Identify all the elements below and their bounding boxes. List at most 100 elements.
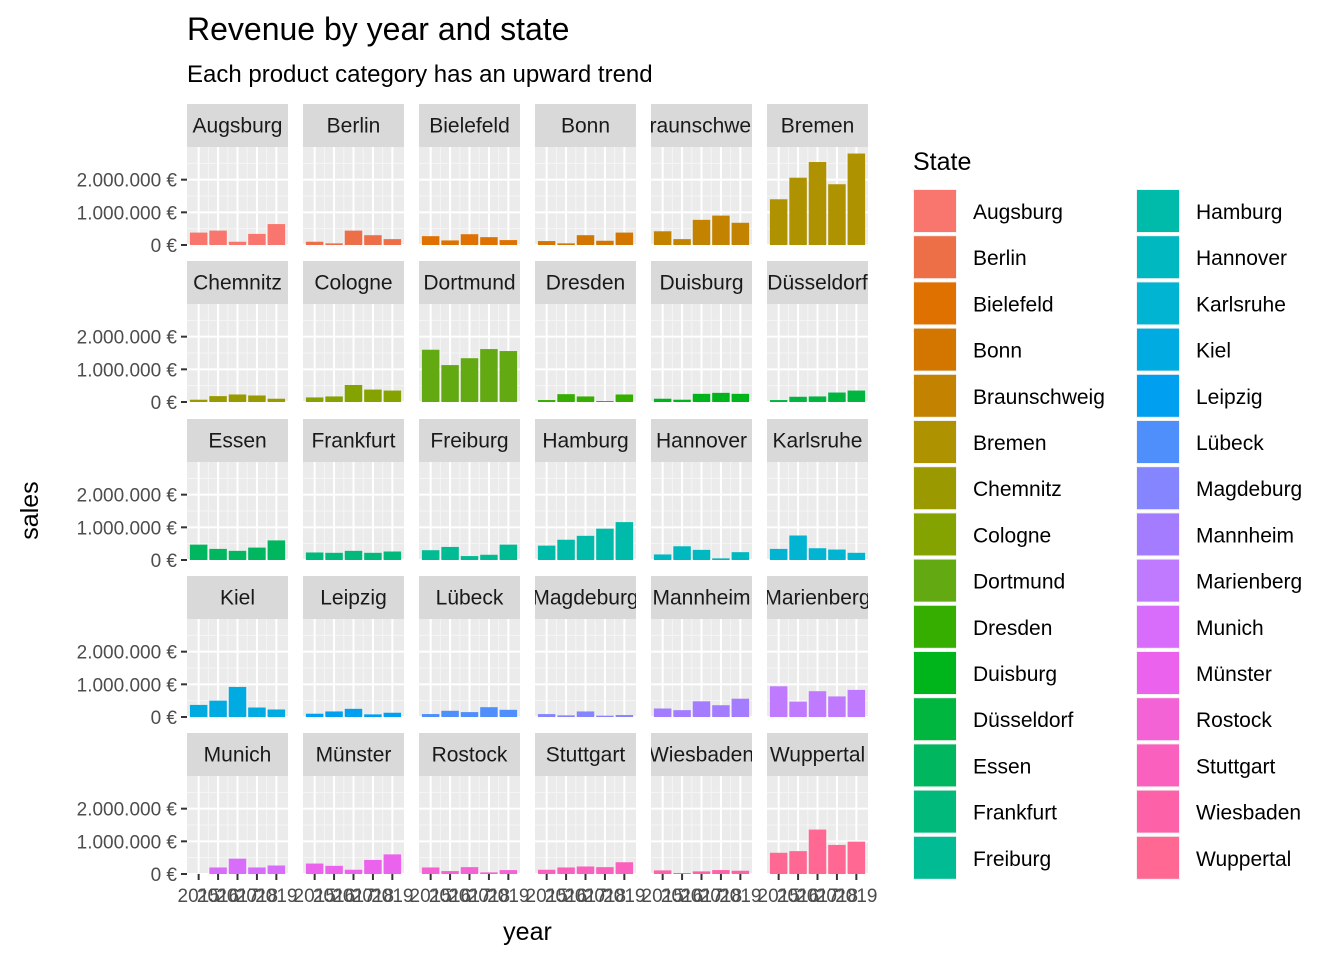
bar	[421, 550, 440, 560]
legend-label: Hannover	[1196, 247, 1287, 270]
legend-label: Bielefeld	[973, 293, 1054, 316]
bar	[383, 712, 402, 717]
facet-strip	[187, 733, 288, 776]
legend-key	[914, 513, 956, 556]
bar	[615, 394, 634, 402]
legend-label: Rostock	[1196, 709, 1272, 732]
bar	[847, 153, 866, 245]
bar	[828, 844, 846, 874]
facet-panel: Hamburg	[535, 419, 636, 561]
bar	[769, 852, 788, 874]
x-tick-label: 2018	[816, 886, 858, 907]
bar	[808, 548, 827, 560]
bar	[847, 552, 866, 560]
bar	[189, 399, 208, 402]
legend-item: Bonn	[913, 327, 1022, 372]
x-tick-label: 2017	[564, 886, 606, 907]
bar	[325, 243, 343, 245]
legend-key	[1137, 744, 1179, 787]
legend: State Augsburg Berlin Bielefeld Bonn Braunsc…	[913, 148, 1302, 880]
bar	[305, 397, 324, 402]
bar	[267, 540, 286, 560]
bar	[228, 394, 247, 402]
facet-label: Marienberg	[764, 587, 870, 610]
bar	[325, 711, 343, 717]
bar	[692, 871, 711, 874]
bar	[808, 691, 827, 717]
legend-item: Bremen	[913, 420, 1047, 464]
bar	[789, 177, 807, 245]
facet-strip	[651, 419, 752, 462]
y-tick-label: 2.000.000 €	[77, 643, 178, 664]
bar	[441, 710, 459, 717]
facet-strip	[767, 733, 868, 776]
bar	[209, 700, 227, 717]
x-tick-label: 2015	[178, 886, 220, 907]
facet-label: Freiburg	[430, 430, 508, 453]
x-tick-label: 2019	[487, 886, 529, 907]
facet-strip	[651, 576, 752, 619]
x-tick-label: 2016	[313, 886, 355, 907]
legend-label: Stuttgart	[1196, 755, 1276, 778]
bar	[653, 231, 672, 245]
facet-panel: Karlsruhe	[767, 419, 868, 561]
legend-item: Karlsruhe	[1136, 281, 1286, 326]
bar	[673, 546, 691, 560]
facet-strip	[187, 261, 288, 304]
bar	[364, 235, 382, 245]
y-tick-label: 0 €	[151, 551, 178, 572]
x-tick-label: 2016	[545, 886, 587, 907]
bar	[421, 714, 440, 717]
legend-key	[1137, 790, 1179, 833]
y-tick-label: 0 €	[151, 708, 178, 729]
facet-strip	[535, 733, 636, 776]
legend-key	[1137, 513, 1179, 556]
legend-key	[914, 328, 956, 371]
legend-label: Bonn	[973, 340, 1022, 363]
bar	[267, 398, 286, 402]
facet-panel: Mannheim	[651, 576, 752, 718]
bar	[537, 545, 556, 560]
legend-item: Wuppertal	[1136, 835, 1291, 880]
bar	[460, 234, 479, 245]
y-axis-title: sales	[16, 481, 44, 539]
legend-key	[1137, 282, 1179, 325]
legend-item: Chemnitz	[913, 466, 1062, 511]
bar	[480, 349, 498, 402]
legend-label: Marienberg	[1196, 571, 1302, 594]
bar	[653, 870, 672, 874]
legend-label: Dresden	[973, 617, 1052, 640]
bar	[576, 866, 595, 874]
legend-item: Magdeburg	[1136, 466, 1302, 511]
bar	[441, 365, 459, 402]
facet-strip	[535, 419, 636, 462]
legend-key	[1137, 236, 1179, 279]
bar	[731, 552, 750, 560]
facet-panel: Duisburg	[651, 261, 752, 403]
bar	[731, 870, 750, 874]
facet-strip	[303, 419, 404, 462]
x-tick-label: 2016	[777, 886, 819, 907]
legend-key	[1137, 605, 1179, 648]
facet-label: Rostock	[432, 744, 508, 767]
bar	[460, 358, 479, 402]
x-tick-label: 2017	[796, 886, 838, 907]
facet-panel: Essen 0 € 1.000.000 € 2.000.000 €	[77, 419, 288, 572]
bar	[673, 399, 691, 402]
facet-panel: Freiburg	[419, 419, 520, 561]
legend-title: State	[913, 148, 971, 176]
bar	[344, 385, 363, 402]
x-tick-label: 2015	[410, 886, 452, 907]
legend-label: Wiesbaden	[1196, 802, 1301, 825]
bar	[673, 873, 691, 874]
bar	[325, 865, 343, 874]
facet-panel: Bonn	[535, 104, 636, 246]
bar	[596, 528, 614, 560]
bar	[441, 871, 459, 874]
facet-strip	[303, 576, 404, 619]
bar	[828, 392, 846, 402]
facet-strip	[419, 104, 520, 147]
